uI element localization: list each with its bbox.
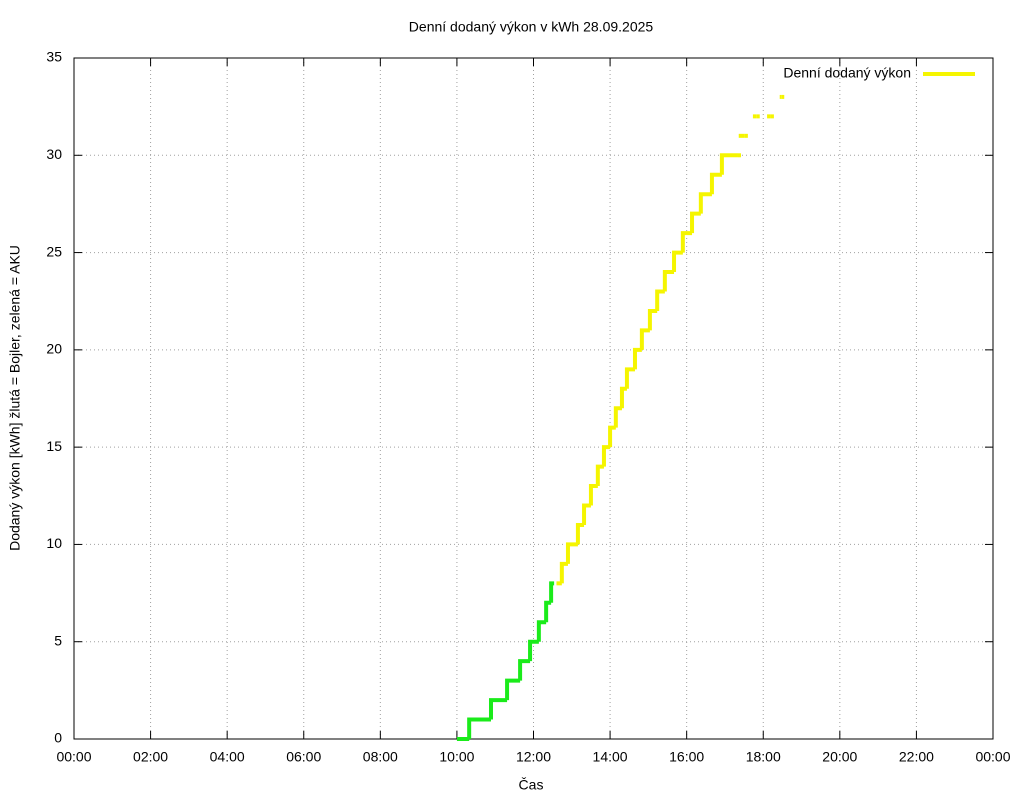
line-step (565, 542, 578, 564)
line-step (690, 211, 701, 234)
x-tick-label: 10:00 (439, 749, 474, 765)
line-step (518, 659, 531, 681)
y-tick-label: 35 (46, 49, 62, 65)
line-step (709, 172, 722, 195)
y-axis-label: Dodaný výkon [kWh] žlutá = Bojler, zelen… (7, 245, 23, 551)
line-step (467, 717, 491, 739)
line-step (672, 250, 683, 273)
legend-label: Denní dodaný výkon (783, 65, 911, 81)
line-step (588, 484, 598, 506)
line-step (559, 561, 568, 584)
line-step (595, 464, 604, 487)
line-step (536, 620, 547, 642)
line-step (549, 581, 555, 603)
x-axis-label: Čas (519, 777, 544, 793)
y-tick-label: 15 (46, 438, 62, 454)
line-step (632, 347, 642, 370)
line-step (608, 425, 616, 448)
line-step (505, 678, 521, 701)
line-step (528, 639, 539, 662)
line-step (613, 406, 622, 428)
x-tick-label: 18:00 (746, 749, 781, 765)
line-step (582, 503, 591, 525)
y-tick-label: 25 (46, 243, 62, 259)
y-tick-label: 10 (46, 535, 62, 551)
line-step (639, 328, 650, 350)
x-tick-label: 00:00 (56, 749, 91, 765)
x-tick-label: 08:00 (363, 749, 398, 765)
line-step (680, 231, 693, 253)
y-tick-label: 5 (54, 632, 62, 648)
line-step (662, 270, 675, 292)
x-tick-label: 14:00 (593, 749, 628, 765)
line-step (601, 445, 611, 467)
x-tick-label: 04:00 (210, 749, 245, 765)
line-step (619, 386, 627, 409)
x-tick-label: 02:00 (133, 749, 168, 765)
line-step (624, 367, 635, 389)
x-tick-label: 16:00 (669, 749, 704, 765)
x-tick-label: 00:00 (975, 749, 1010, 765)
x-tick-label: 06:00 (286, 749, 321, 765)
line-step (655, 289, 665, 311)
x-tick-label: 12:00 (516, 749, 551, 765)
line-step (698, 192, 712, 214)
x-tick-label: 20:00 (822, 749, 857, 765)
y-tick-label: 0 (54, 730, 62, 746)
line-step (488, 698, 508, 720)
line-step (544, 600, 552, 623)
chart-title: Denní dodaný výkon v kWh 28.09.2025 (409, 19, 654, 35)
line-step (647, 308, 658, 331)
y-tick-label: 30 (46, 146, 62, 162)
x-tick-label: 22:00 (899, 749, 934, 765)
y-tick-label: 20 (46, 341, 62, 357)
line-step (719, 153, 738, 175)
line-step (575, 522, 585, 545)
